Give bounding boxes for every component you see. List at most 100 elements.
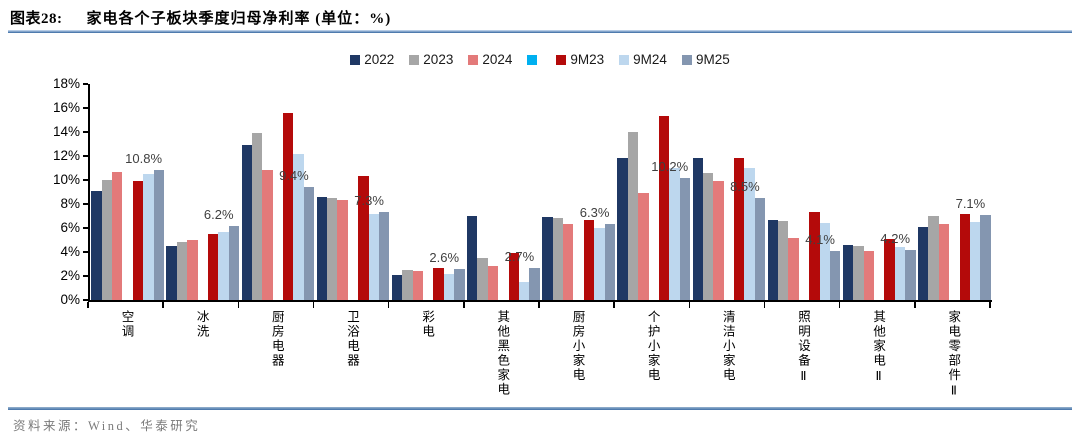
bar-group-3: 9.4% <box>240 84 315 300</box>
bar-2022 <box>467 216 478 300</box>
legend-item-9M24: 9M24 <box>619 52 667 67</box>
bar-9M25 <box>905 249 916 300</box>
legend-label: 9M23 <box>570 52 605 67</box>
data-label: 10.2% <box>651 158 689 174</box>
x-axis-category-label: 其他家电Ⅱ <box>871 310 886 385</box>
y-axis-tick-label: 0% <box>60 292 80 307</box>
bar-2023 <box>176 242 188 300</box>
legend-label: 9M24 <box>633 52 667 67</box>
bar-9M23 <box>433 267 444 300</box>
legend-item-blank <box>527 54 538 65</box>
bar-2022 <box>692 158 703 300</box>
legend-item-9M25: 9M25 <box>681 52 730 67</box>
x-axis-tick-mark <box>312 302 315 308</box>
bar-2024 <box>487 266 499 300</box>
bar-group-10: 4.1% <box>767 84 842 300</box>
bar-9M25 <box>604 224 615 300</box>
bar-group-7: 6.3% <box>541 84 616 300</box>
page-title: 家电各个子板块季度归母净利率 (单位：%) <box>86 11 392 27</box>
bar-9M25 <box>153 170 164 300</box>
bar-9M25 <box>454 268 465 300</box>
bar-2023 <box>101 180 112 300</box>
y-axis-tick-label: 16% <box>52 100 80 115</box>
bar-2024 <box>337 200 348 300</box>
y-axis-tick-label: 10% <box>52 172 80 187</box>
data-label: 4.2% <box>880 230 911 246</box>
footer-divider <box>8 407 1072 410</box>
bar-9M24 <box>894 247 906 300</box>
legend-swatch-icon <box>556 54 567 65</box>
bar-9M25 <box>529 267 540 300</box>
y-axis-tick-label: 2% <box>60 268 80 283</box>
bar-group-9: 8.5% <box>691 84 766 300</box>
x-axis-category-label: 冰洗 <box>194 310 209 339</box>
data-label: 6.3% <box>579 205 610 221</box>
bar-9M24 <box>368 213 380 300</box>
legend-item-2024: 2024 <box>468 52 512 67</box>
data-label: 4.1% <box>805 231 835 247</box>
bar-2023 <box>853 246 864 300</box>
x-axis-tick-mark <box>763 302 766 308</box>
bar-group-4: 7.3% <box>316 84 391 300</box>
x-axis-category-label: 个护小家电 <box>645 310 660 383</box>
bar-2022 <box>241 145 252 300</box>
bar-9M24 <box>969 222 981 300</box>
bar-2022 <box>316 196 328 300</box>
data-label: 2.6% <box>429 249 460 265</box>
source-note: 资料来源：Wind、华泰研究 <box>13 419 201 433</box>
bar-9M25 <box>980 214 991 300</box>
bar-9M24 <box>293 153 304 300</box>
bar-2024 <box>562 224 574 300</box>
legend-item-9M23: 9M23 <box>556 52 604 67</box>
legend-swatch-icon <box>350 54 361 65</box>
bar-2023 <box>552 218 563 300</box>
bar-2024 <box>788 237 799 300</box>
bar-group-1: 10.8% <box>90 84 165 300</box>
legend-swatch-icon <box>468 54 479 65</box>
data-label: 7.1% <box>955 195 986 211</box>
bar-9M23 <box>132 181 144 300</box>
x-axis-tick-mark <box>989 302 991 308</box>
data-label: 7.3% <box>354 193 384 209</box>
bar-2024 <box>111 171 123 300</box>
bar-9M24 <box>819 223 831 300</box>
bar-9M23 <box>358 176 369 300</box>
y-axis-tick-label: 4% <box>60 244 80 259</box>
x-axis-category-label: 厨房电器 <box>269 310 284 368</box>
y-axis-tick-mark <box>83 179 88 181</box>
bar-9M25 <box>228 225 240 300</box>
figure-number-label: 图表28: <box>10 11 63 27</box>
bar-2023 <box>251 133 263 300</box>
bar-9M25 <box>754 198 766 300</box>
x-axis-category-label: 家电零部件Ⅱ <box>946 310 961 400</box>
y-axis-tick-mark <box>83 83 88 85</box>
legend-swatch-icon <box>681 54 692 65</box>
bar-2022 <box>767 219 779 300</box>
bar-9M24 <box>744 168 755 300</box>
bar-2023 <box>327 198 338 300</box>
legend-swatch-icon <box>409 54 420 65</box>
bar-group-5: 2.6% <box>391 84 466 300</box>
y-axis-tick-mark <box>83 251 88 253</box>
x-axis-category-label: 其他黑色家电 <box>495 310 510 397</box>
bar-2023 <box>702 172 714 300</box>
bar-group-6: 2.7% <box>466 84 541 300</box>
bar-9M23 <box>884 238 895 300</box>
bar-9M23 <box>658 116 670 300</box>
bar-9M23 <box>959 213 970 300</box>
bar-2023 <box>402 270 413 300</box>
bar-2024 <box>863 250 875 300</box>
bar-2023 <box>778 220 789 300</box>
legend-swatch-icon <box>527 54 538 65</box>
bar-9M25 <box>679 177 691 300</box>
title-divider <box>8 30 1072 33</box>
x-axis-category-label: 空调 <box>119 310 134 339</box>
x-axis-tick-mark <box>688 302 691 308</box>
data-label: 9.4% <box>279 168 309 184</box>
data-label: 2.7% <box>504 248 535 264</box>
figure-header: 图表28: 家电各个子板块季度归母净利率 (单位：%) <box>10 7 391 28</box>
legend-item-2023: 2023 <box>409 52 453 67</box>
bar-9M24 <box>218 231 229 300</box>
x-axis-category-label: 卫浴电器 <box>344 310 359 368</box>
